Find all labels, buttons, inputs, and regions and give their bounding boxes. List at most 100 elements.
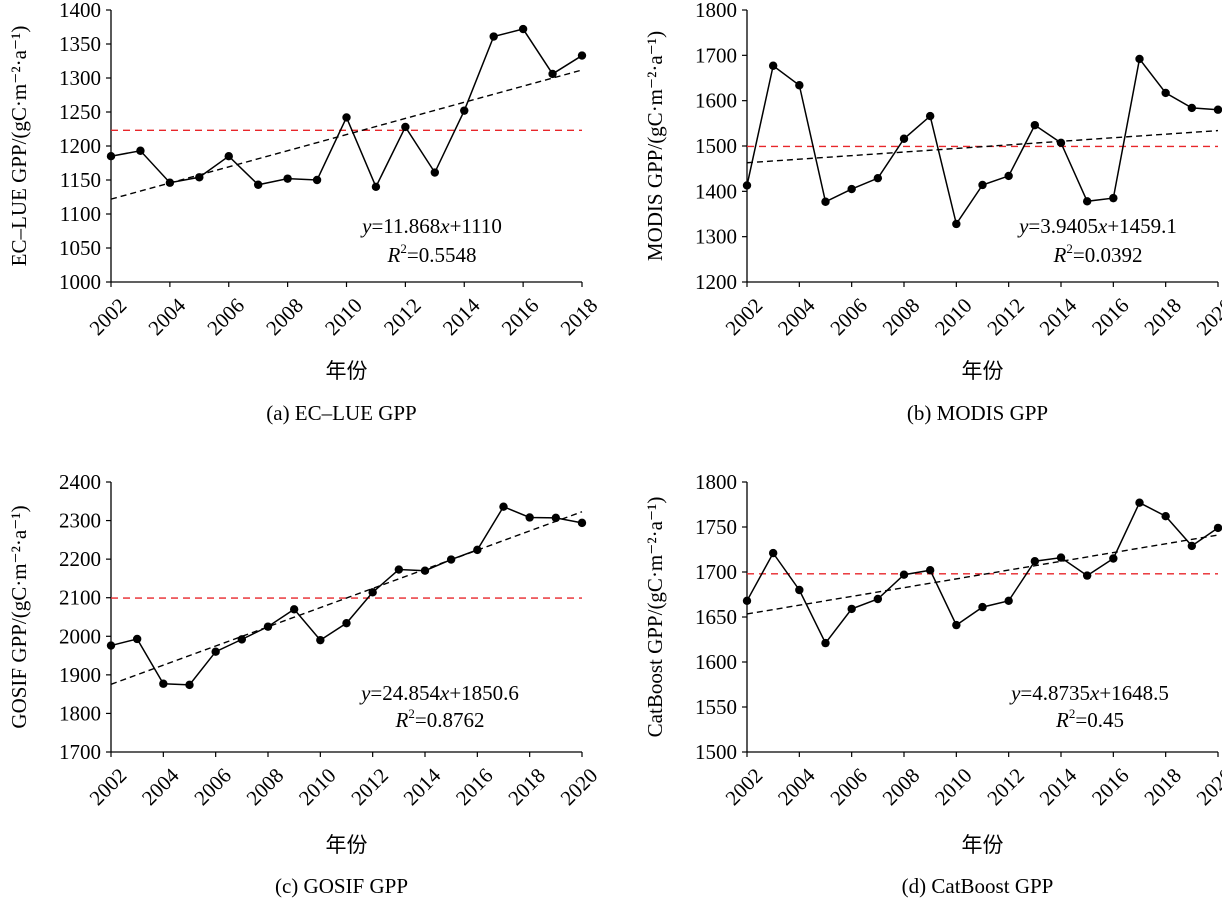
x-tick-label: 2006	[189, 763, 236, 810]
y-tick-label: 1050	[59, 236, 101, 260]
y-tick-label: 1500	[695, 134, 737, 158]
y-tick-label: 1200	[695, 270, 737, 294]
data-point	[1056, 138, 1066, 148]
x-tick-label: 2008	[878, 763, 925, 810]
data-point	[821, 197, 830, 206]
data-point	[283, 174, 292, 183]
data-point	[899, 570, 909, 579]
data-point	[821, 638, 830, 648]
data-point	[195, 173, 204, 182]
data-point	[499, 502, 508, 511]
y-axis-title: GOSIF GPP/(gC·m⁻²·a⁻¹)	[7, 505, 31, 728]
data-point	[1082, 197, 1092, 206]
y-tick-label: 2000	[59, 624, 101, 648]
data-point	[473, 545, 482, 555]
y-tick-label: 1800	[695, 0, 737, 22]
data-point	[847, 604, 856, 614]
x-tick-label: 2016	[451, 763, 498, 810]
data-point	[401, 122, 410, 132]
panel-caption: (a) EC–LUE GPP	[266, 401, 417, 425]
trend-line	[746, 129, 1219, 164]
data-point	[289, 605, 299, 614]
regression-equation: y=11.868x+1110	[360, 214, 502, 238]
x-axis-title: 年份	[962, 833, 1004, 857]
y-tick-label: 1600	[695, 89, 737, 113]
x-tick-label: 2018	[503, 763, 550, 810]
data-point	[263, 622, 273, 631]
chart-panel: 1700 1800 1900 2000 2100 2200 2300 2400 2002 2004…	[7, 470, 602, 898]
data-point	[518, 24, 528, 34]
x-axis-title: 年份	[962, 359, 1004, 383]
x-tick-label: 2010	[930, 293, 977, 340]
x-tick-label: 2014	[1035, 293, 1082, 340]
y-tick-label: 1150	[60, 168, 101, 192]
y-tick-label: 1550	[695, 695, 737, 719]
chart-panel: 1200 1300 1400 1500 1600 1700 1800 2002 2004 2006…	[643, 0, 1222, 425]
x-tick-label: 2012	[982, 293, 1029, 340]
series-line	[746, 57, 1219, 226]
data-point	[342, 618, 351, 628]
data-point	[873, 173, 883, 183]
data-point	[1187, 103, 1197, 113]
data-point	[577, 51, 587, 60]
x-tick-label: 2008	[261, 293, 308, 340]
x-tick-label: 2002	[85, 293, 132, 340]
y-axis-title: MODIS GPP/(gC·m⁻²·a⁻¹)	[643, 31, 667, 261]
regression-equation: y=4.8735x+1648.5	[1009, 681, 1169, 705]
x-tick-label: 2020	[556, 763, 603, 810]
data-point	[795, 81, 804, 90]
x-axis-title: 年份	[326, 359, 368, 383]
data-point	[446, 555, 456, 564]
data-point	[237, 635, 247, 644]
y-tick-label: 1300	[59, 66, 101, 90]
chart-panel: 1500 1550 1600 1650 1700 1750 1800 2002 2004 2006…	[643, 470, 1222, 898]
data-point	[253, 180, 263, 189]
data-point	[420, 566, 430, 575]
x-tick-label: 2020	[1192, 763, 1222, 810]
data-point	[1082, 571, 1092, 580]
x-tick-label: 2006	[825, 763, 872, 810]
data-point	[978, 180, 987, 190]
x-tick-label: 2012	[982, 763, 1029, 810]
data-point	[899, 134, 909, 143]
y-tick-label: 1600	[695, 650, 737, 674]
data-point	[1187, 541, 1197, 551]
data-point	[525, 513, 534, 522]
data-point	[1109, 193, 1118, 203]
data-point	[551, 513, 561, 523]
data-point	[106, 152, 116, 161]
y-axis-title: EC–LUE GPP/(gC·m⁻²·a⁻¹)	[7, 26, 31, 267]
x-tick-label: 2004	[143, 293, 190, 340]
y-tick-label: 1800	[59, 701, 101, 725]
y-tick-label: 1300	[695, 225, 737, 249]
data-point	[371, 182, 381, 191]
x-tick-label: 2012	[346, 763, 393, 810]
x-tick-label: 2014	[1035, 763, 1082, 810]
x-tick-label: 2004	[137, 763, 184, 810]
data-point	[165, 178, 175, 187]
data-point	[185, 680, 194, 690]
data-point	[224, 152, 233, 161]
data-point	[952, 219, 961, 229]
data-point	[159, 679, 168, 688]
trend-line	[110, 511, 583, 685]
panel-caption: (d) CatBoost GPP	[902, 874, 1054, 898]
y-tick-label: 2200	[59, 547, 101, 571]
y-tick-label: 1250	[59, 100, 101, 124]
data-point	[1135, 498, 1144, 507]
x-tick-label: 2010	[320, 293, 367, 340]
x-tick-label: 2004	[773, 293, 820, 340]
y-tick-label: 1400	[695, 179, 737, 203]
data-point	[368, 588, 377, 597]
data-point	[925, 111, 935, 121]
regression-equation: y=3.9405x+1459.1	[1017, 214, 1177, 238]
trend-line	[110, 69, 583, 200]
x-tick-label: 2016	[497, 293, 544, 340]
y-tick-label: 1400	[59, 0, 101, 22]
data-point	[925, 566, 935, 575]
data-point	[316, 635, 325, 645]
data-point	[1004, 171, 1013, 181]
x-tick-label: 2018	[1139, 763, 1186, 810]
data-point	[1161, 512, 1170, 521]
